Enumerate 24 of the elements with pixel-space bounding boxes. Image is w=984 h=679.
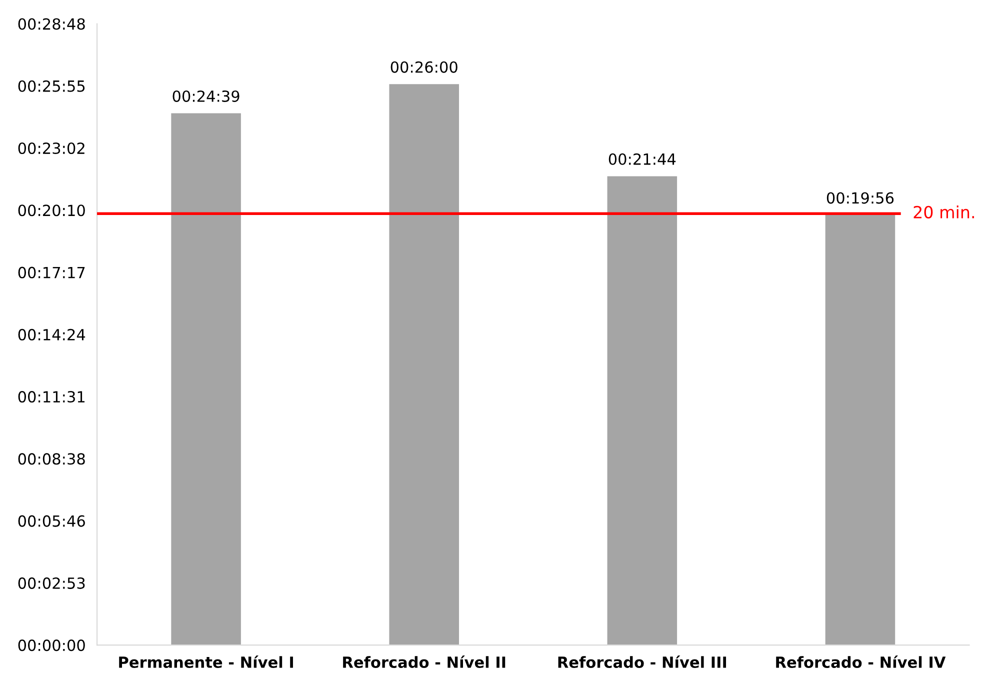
y-tick-label: 00:11:31: [18, 391, 84, 403]
y-tick-label: 00:08:38: [18, 453, 85, 465]
y-tick-label: 00:23:02: [18, 142, 84, 154]
y-tick-label: 00:02:53: [18, 577, 85, 589]
bar: [389, 84, 459, 646]
x-tick-label: Reforcado - Nível II: [343, 656, 506, 668]
data-label: 00:21:44: [608, 153, 676, 165]
x-tick-label: Permanente - Nível I: [119, 656, 293, 668]
y-tick-label: 00:28:48: [18, 18, 85, 30]
ref-line-label: 20 min.: [914, 206, 974, 218]
y-tick-label: 00:05:46: [18, 515, 85, 527]
y-tick-label: 00:17:17: [18, 266, 85, 278]
data-label: 00:26:00: [390, 61, 458, 73]
bar: [171, 113, 241, 646]
data-label: 00:24:39: [172, 90, 240, 102]
y-tick-label: 00:00:00: [18, 640, 85, 652]
data-label: 00:19:56: [826, 192, 894, 204]
y-tick-label: 00:25:55: [18, 80, 85, 92]
x-tick-label: Reforcado - Nível III: [558, 656, 726, 668]
bar: [607, 176, 678, 646]
y-tick-label: 00:14:24: [18, 328, 86, 340]
x-tick-label: Reforcado - Nível IV: [776, 656, 946, 668]
bar: [825, 215, 896, 646]
y-tick-label: 00:20:10: [18, 204, 85, 216]
